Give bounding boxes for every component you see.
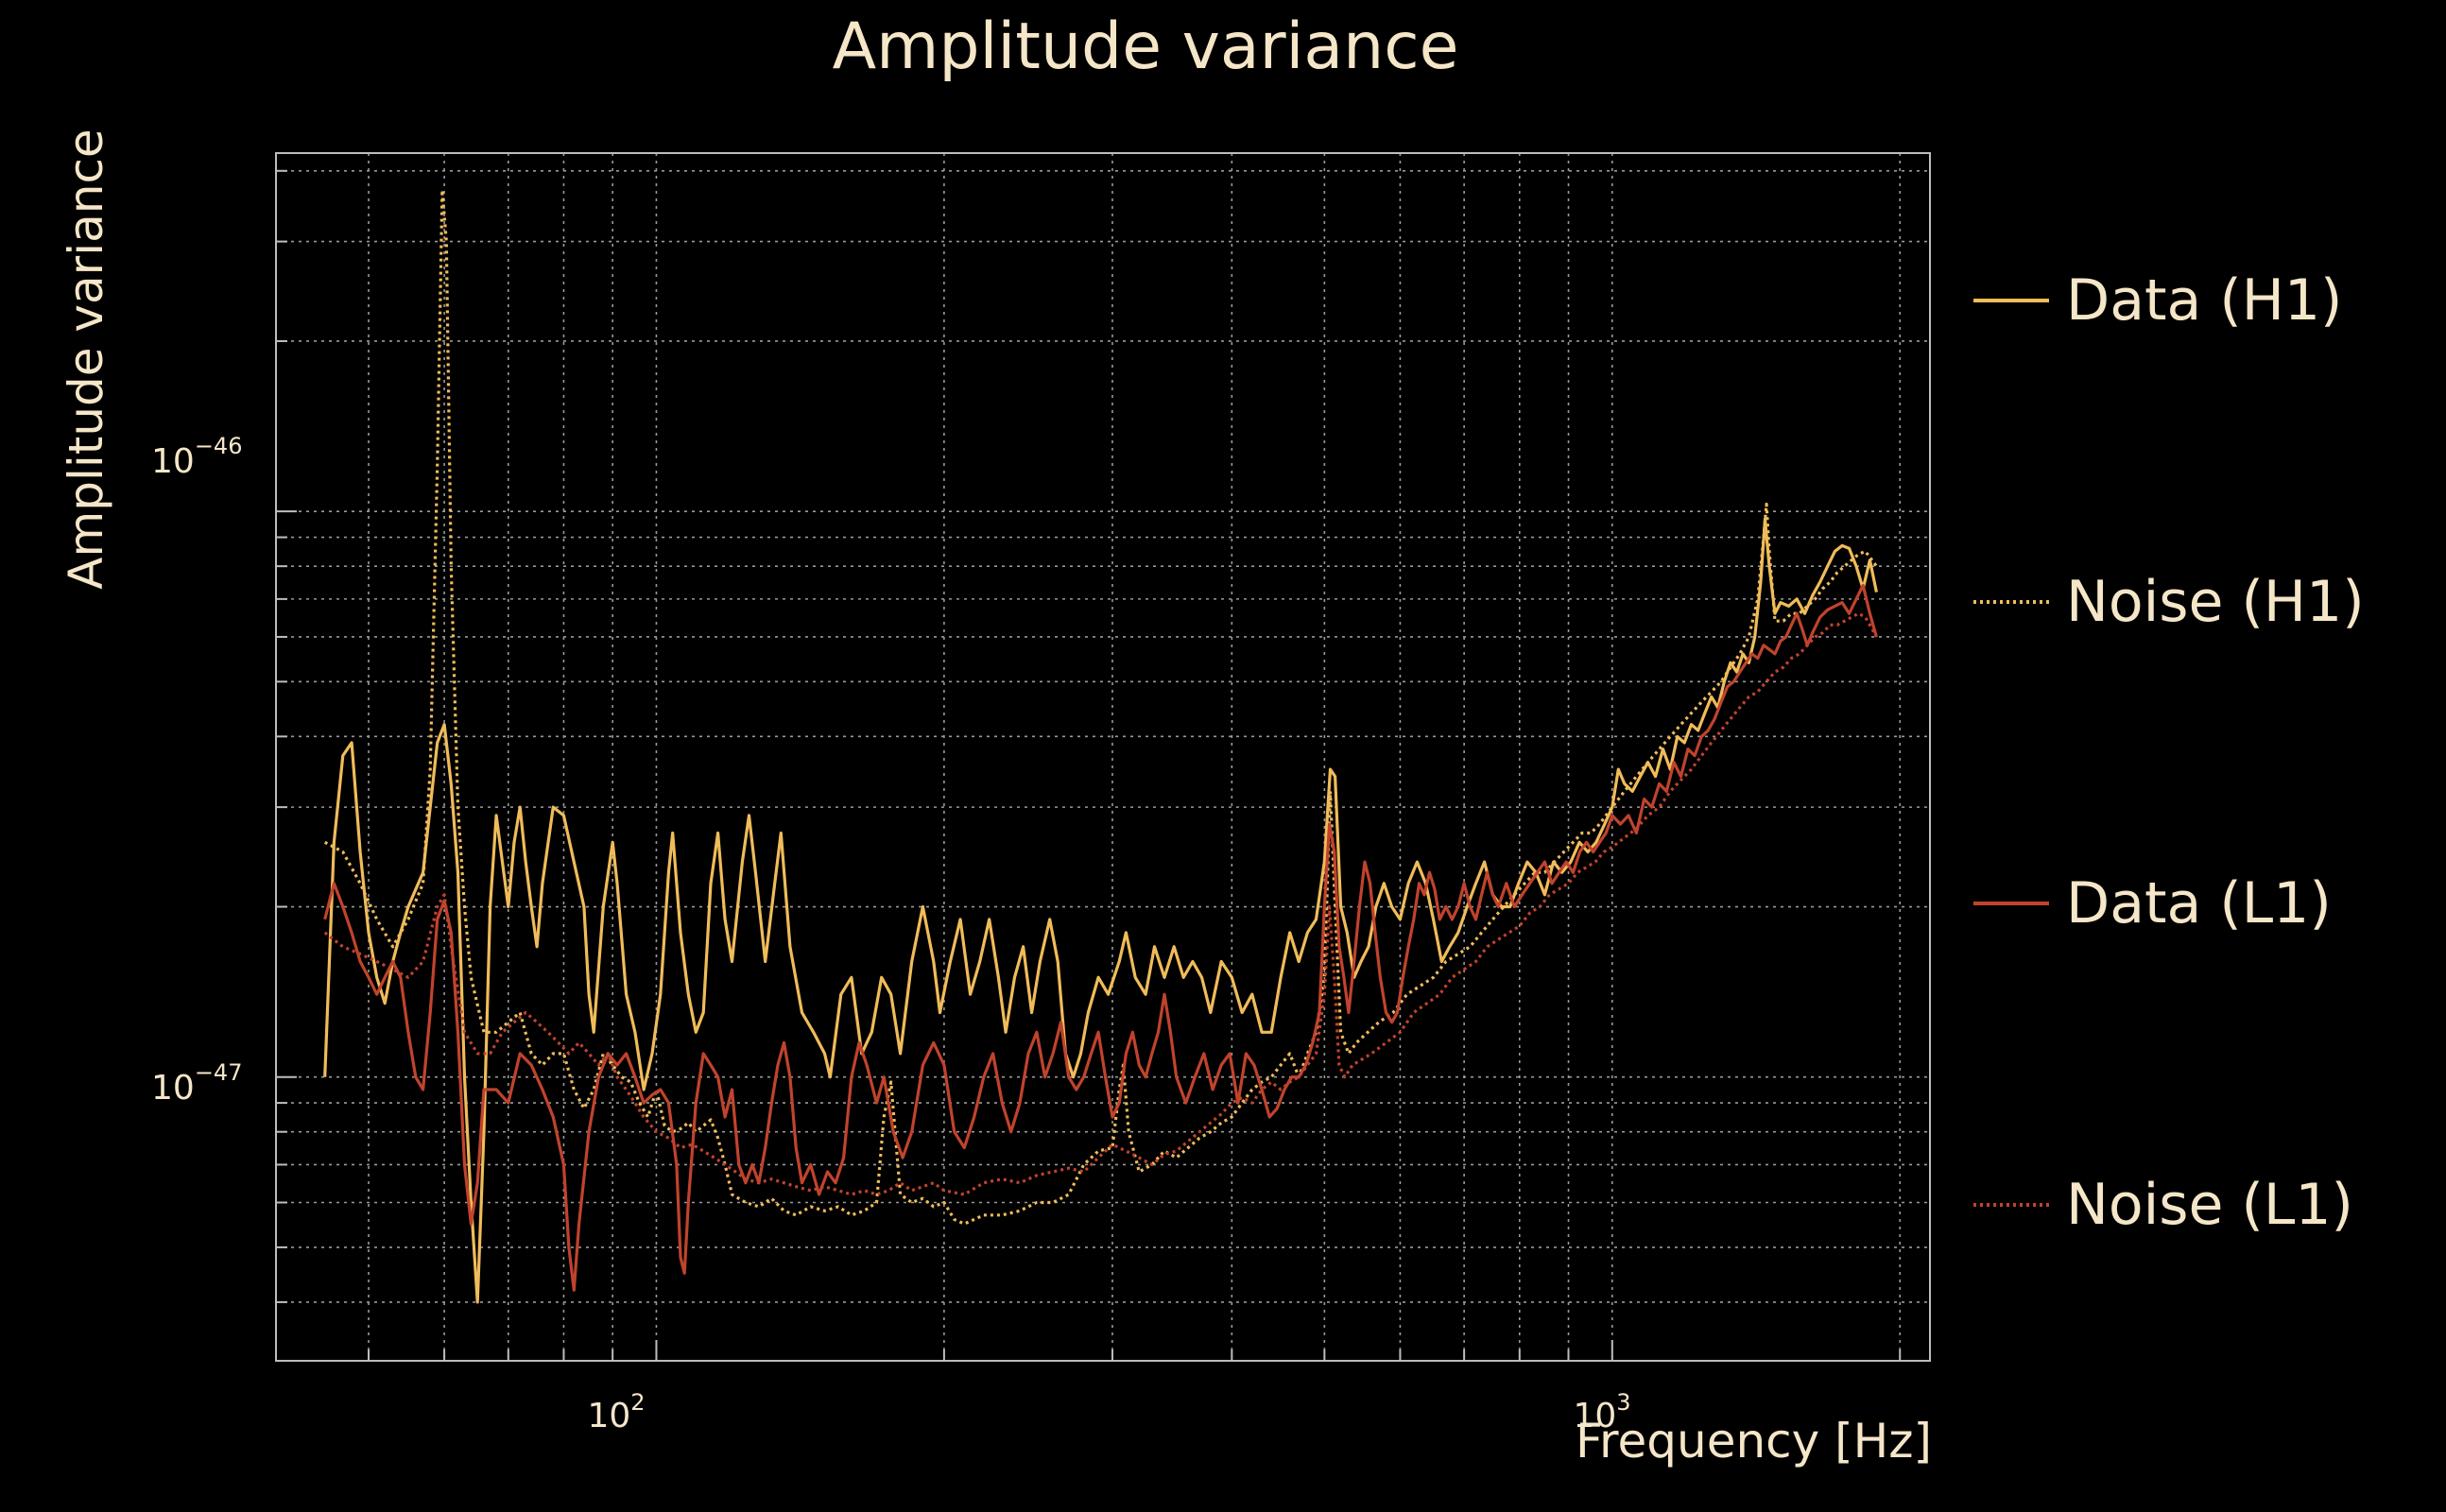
x-tick-label-100: 102 — [587, 1389, 645, 1435]
svg-text:103: 103 — [1573, 1389, 1630, 1435]
legend-label-data-l1: Data (L1) — [2066, 870, 2332, 936]
legend-label-noise-l1: Noise (L1) — [2066, 1172, 2353, 1238]
y-tick-exponent: −47 — [195, 1059, 243, 1086]
y-tick-exponent: −46 — [195, 433, 243, 459]
series-line-data-h1 — [323, 517, 1878, 1304]
chart-title: Amplitude variance — [833, 9, 1459, 84]
legend-item-noise-l1: Noise (L1) — [1973, 1172, 2353, 1238]
grid-lines — [275, 153, 1930, 1361]
x-axis-label: Frequency [Hz] — [1576, 1414, 1932, 1469]
series-lines — [323, 188, 1878, 1304]
y-axis-label: Amplitude variance — [59, 129, 113, 589]
y-tick-label-1e-47: 10−47 — [151, 1059, 242, 1108]
legend-item-data-h1: Data (H1) — [1973, 267, 2342, 334]
series-line-data-l1 — [323, 583, 1878, 1292]
x-tick-exponent: 3 — [1616, 1389, 1630, 1416]
legend-label-data-h1: Data (H1) — [2066, 267, 2342, 334]
x-tick-exponent: 2 — [630, 1389, 645, 1416]
svg-text:102: 102 — [587, 1389, 645, 1435]
plot-frame — [275, 152, 1931, 1362]
x-tick-base: 10 — [1573, 1397, 1616, 1435]
axis-ticks — [275, 169, 1902, 1361]
legend-label-noise-h1: Noise (H1) — [2066, 569, 2365, 635]
svg-text:10−47: 10−47 — [151, 1059, 242, 1108]
legend-item-noise-h1: Noise (H1) — [1973, 569, 2365, 635]
x-tick-label-1000: 103 — [1573, 1389, 1630, 1435]
y-tick-base: 10 — [151, 1069, 195, 1108]
series-line-noise-l1 — [323, 611, 1878, 1196]
y-tick-base: 10 — [151, 442, 195, 481]
x-tick-base: 10 — [587, 1397, 630, 1435]
y-tick-label-1e-46: 10−46 — [151, 433, 242, 481]
series-line-noise-h1 — [323, 188, 1878, 1226]
svg-text:10−46: 10−46 — [151, 433, 242, 481]
legend-item-data-l1: Data (L1) — [1973, 870, 2332, 936]
legend: Data (H1) Noise (H1) Data (L1) Noise (L1… — [1973, 267, 2365, 1238]
